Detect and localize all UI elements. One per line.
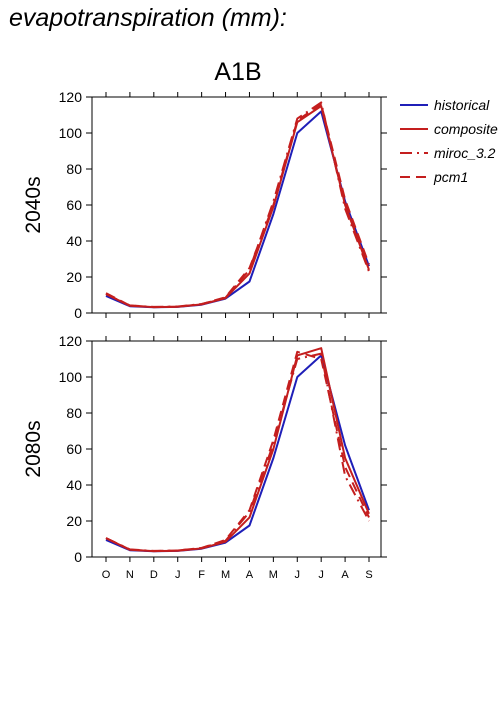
series-line-pcm1-2040s [105, 103, 370, 309]
legend-label-pcm1: pcm1 [433, 169, 468, 185]
y-tick-label: 20 [66, 269, 82, 285]
row-label-2080s: 2080s [22, 420, 45, 477]
y-tick-label: 120 [59, 333, 83, 349]
x-tick-label: N [126, 569, 134, 581]
chart-legend: historical composite miroc_3.2 pcm1 [400, 97, 498, 185]
y-tick-label: 40 [66, 477, 82, 493]
x-tick-label: J [175, 569, 181, 581]
x-tick-label: A [341, 569, 349, 581]
series-line-miroc_3.2-2080s [105, 352, 370, 552]
x-tick-label: J [318, 569, 324, 581]
y-tick-label: 100 [59, 125, 83, 141]
legend-label-composite: composite [434, 121, 498, 137]
x-tick-label: F [198, 569, 205, 581]
x-tick-label: M [269, 569, 278, 581]
y-tick-label: 60 [66, 441, 82, 457]
panel-2080s: 0 20 40 60 80 100 120 2080s [22, 333, 387, 565]
y-tick-label: 0 [74, 549, 82, 565]
y-tick-label: 80 [66, 161, 82, 177]
panel-2040s: 0 20 40 60 80 100 120 2040s [22, 89, 387, 321]
series-line-miroc_3.2-2040s [105, 101, 370, 308]
x-tick-label: O [102, 569, 111, 581]
legend-label-historical: historical [434, 97, 490, 113]
y-tick-label: 0 [74, 305, 82, 321]
page-title: evapotranspiration (mm): [9, 4, 287, 32]
y-tick-label: 20 [66, 513, 82, 529]
y-tick-label: 40 [66, 233, 82, 249]
series-line-composite-2080s [105, 347, 370, 553]
y-tick-label: 60 [66, 197, 82, 213]
x-tick-label: A [246, 569, 254, 581]
legend-label-miroc_3.2: miroc_3.2 [434, 145, 496, 161]
chart-panels: 0 20 40 60 80 100 120 2040s 0 20 40 60 80 100 120 2080s… [22, 89, 387, 581]
series-line-composite-2040s [105, 105, 370, 309]
plot-frame [91, 340, 382, 558]
row-label-2040s: 2040s [22, 176, 45, 233]
y-tick-label: 120 [59, 89, 83, 105]
plot-frame [91, 96, 382, 314]
x-tick-label: J [295, 569, 301, 581]
x-tick-label: S [365, 569, 372, 581]
y-tick-label: 80 [66, 405, 82, 421]
x-tick-label: D [150, 569, 158, 581]
scenario-title: A1B [214, 58, 261, 86]
series-line-pcm1-2080s [105, 350, 370, 553]
x-tick-label: M [221, 569, 230, 581]
y-tick-label: 100 [59, 369, 83, 385]
